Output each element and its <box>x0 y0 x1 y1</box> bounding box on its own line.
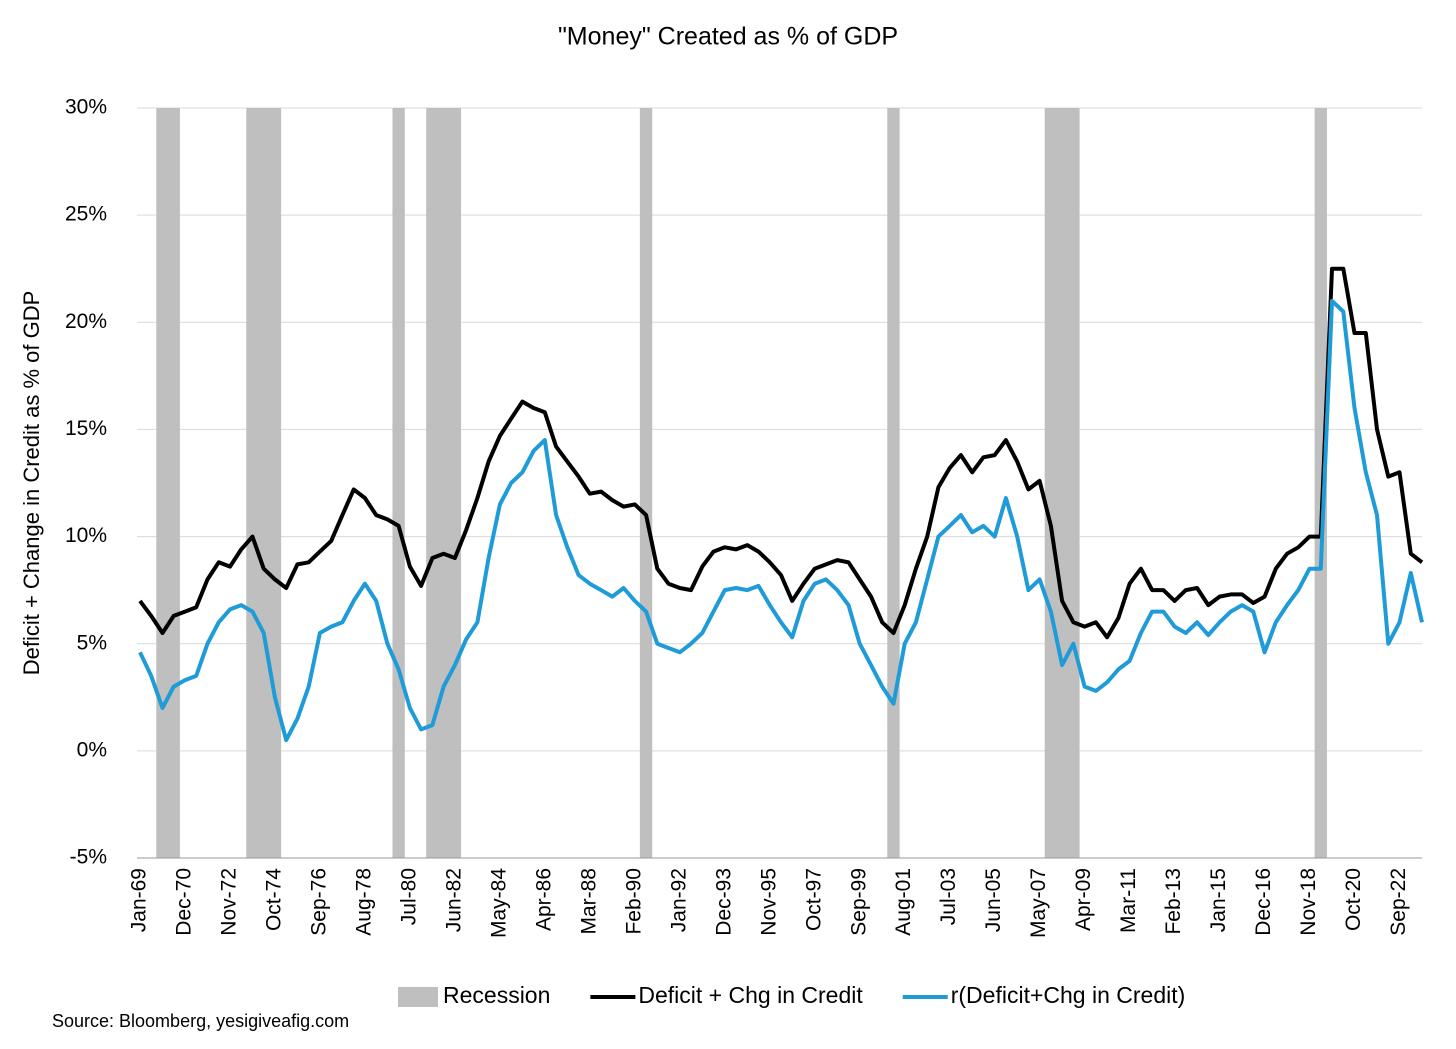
x-tick-label: Sep-99 <box>847 868 870 936</box>
x-tick-label: Nov-18 <box>1297 868 1320 936</box>
y-tick-label: 25% <box>65 203 107 226</box>
chart-title: "Money" Created as % of GDP <box>558 23 898 51</box>
x-tick-label: Sep-22 <box>1387 868 1410 936</box>
recession-bar <box>887 108 900 858</box>
legend-label: Deficit + Chg in Credit <box>638 982 863 1008</box>
x-tick-label: Dec-70 <box>173 868 196 936</box>
recession-bar <box>167 108 180 858</box>
x-tick-label: Dec-16 <box>1252 868 1275 936</box>
x-tick-label: Oct-97 <box>802 868 825 931</box>
recession-bar <box>448 108 462 858</box>
data-line <box>138 298 1424 743</box>
y-axis-label: Deficit + Change in Credit as % of GDP <box>19 291 44 676</box>
x-tick-label: Jun-82 <box>442 868 465 932</box>
recession-bar <box>392 108 405 858</box>
recession-bar <box>437 108 450 858</box>
x-tick-label: Jul-03 <box>937 868 960 925</box>
x-tick-label: Mar-11 <box>1117 868 1140 933</box>
x-tick-label: Jan-69 <box>128 868 151 932</box>
y-tick-label: 10% <box>65 524 107 547</box>
recession-bar <box>1314 108 1327 858</box>
recession-bar <box>268 108 282 858</box>
y-tick-label: 30% <box>65 96 107 119</box>
y-tick-label: 0% <box>77 738 107 761</box>
recession-bar <box>1044 108 1058 858</box>
y-tick-label: -5% <box>70 846 107 869</box>
y-tick-label: 5% <box>77 631 107 654</box>
y-tick-label: 15% <box>65 417 107 440</box>
x-tick-label: May-84 <box>487 868 510 938</box>
x-tick-label: Aug-01 <box>892 868 915 936</box>
x-tick-label: Nov-95 <box>757 868 780 936</box>
recession-bar <box>156 108 169 858</box>
x-tick-label: Feb-13 <box>1162 868 1185 935</box>
x-tick-label: Oct-20 <box>1342 868 1365 931</box>
x-tick-label: Feb-90 <box>622 868 645 935</box>
recession-bar <box>639 108 653 858</box>
recession-bar <box>1067 108 1080 858</box>
x-tick-label: Mar-88 <box>577 868 600 935</box>
recession-bar <box>426 108 439 858</box>
recession-bar <box>257 108 270 858</box>
data-line <box>138 266 1424 640</box>
source-note: Source: Bloomberg, yesigiveafig.com <box>52 1011 349 1031</box>
x-tick-label: Sep-76 <box>307 868 330 936</box>
recession-bar <box>1055 108 1069 858</box>
x-tick-label: Oct-74 <box>262 868 285 931</box>
y-tick-label: 20% <box>65 310 107 333</box>
recession-bar <box>246 108 259 858</box>
x-tick-label: Jul-80 <box>397 868 420 925</box>
x-tick-label: Dec-93 <box>712 868 735 936</box>
x-tick-label: Apr-09 <box>1072 868 1095 931</box>
legend-label: r(Deficit+Chg in Credit) <box>951 982 1186 1008</box>
x-tick-label: Nov-72 <box>218 868 241 936</box>
x-tick-label: Apr-86 <box>532 868 555 931</box>
legend-label: Recession <box>443 982 550 1008</box>
x-tick-label: May-07 <box>1027 868 1050 938</box>
x-tick-label: Jan-15 <box>1207 868 1230 932</box>
x-tick-label: Jan-92 <box>667 868 690 932</box>
legend-swatch <box>398 987 438 1007</box>
x-tick-label: Jun-05 <box>982 868 1005 932</box>
x-tick-label: Aug-78 <box>352 868 375 936</box>
